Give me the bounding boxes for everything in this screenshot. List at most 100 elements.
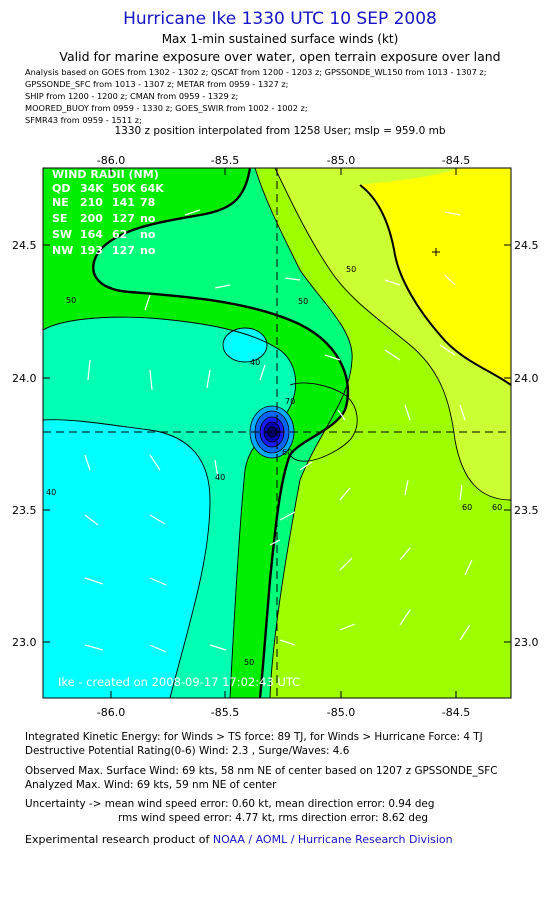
- axis-ticks: [43, 168, 511, 698]
- wind-arrow: [337, 409, 346, 421]
- wind-radii-cell: no: [140, 228, 156, 241]
- wind-arrow: [149, 369, 153, 391]
- contour-label: 60: [492, 503, 502, 512]
- wind-radii-header: 34K: [80, 182, 104, 195]
- wind-radii-cell: 164: [80, 228, 103, 241]
- wind-arrow: [399, 547, 411, 561]
- wind-arrow: [339, 557, 353, 571]
- valid-line: Valid for marine exposure over water, op…: [59, 49, 501, 64]
- lat-tick-label: 23.5: [12, 504, 37, 517]
- lon-tick-label: -84.5: [442, 154, 470, 167]
- wind-radii-title: WIND RADII (NM): [52, 168, 159, 181]
- wind-arrow: [84, 454, 91, 471]
- contour-label: 50: [244, 658, 254, 667]
- contour-line-thick: [92, 168, 350, 698]
- wind-radii-cell: no: [140, 212, 156, 225]
- wind-arrow: [299, 461, 313, 471]
- wind-arrow: [84, 644, 104, 651]
- lat-tick-label: 24.0: [514, 372, 539, 385]
- wind-arrow: [384, 349, 401, 361]
- contour-label: 50: [298, 297, 308, 306]
- wind-radii-cell: SW: [52, 228, 72, 241]
- wind-arrow: [459, 404, 466, 421]
- wind-arrow: [144, 294, 151, 311]
- contour-line: [274, 168, 511, 501]
- wind-radii-header: QD: [52, 182, 70, 195]
- contour-line: [43, 419, 211, 698]
- lon-tick-label: -84.5: [442, 706, 470, 719]
- wind-arrow: [459, 624, 471, 641]
- lat-tick-label: 24.0: [12, 372, 37, 385]
- wind-radii-cell: 127: [112, 212, 135, 225]
- wind-radii-cell: NE: [52, 196, 69, 209]
- lat-tick-label: 23.0: [514, 636, 539, 649]
- wind-arrow: [439, 344, 456, 356]
- contour-label: 60: [462, 503, 472, 512]
- wind-radii-cell: no: [140, 244, 156, 257]
- credit-prefix: Experimental research product of: [25, 833, 213, 846]
- contour-line: [43, 316, 297, 698]
- page-title: Hurricane Ike 1330 UTC 10 SEP 2008: [123, 9, 437, 29]
- lon-tick-label: -85.0: [327, 154, 355, 167]
- wind-radii-cell: NW: [52, 244, 73, 257]
- wind-arrow: [214, 459, 219, 479]
- wind-arrow: [384, 279, 401, 286]
- contour-label: 40: [250, 358, 260, 367]
- lon-tick-label: -85.5: [211, 154, 239, 167]
- wind-radii-cell: SE: [52, 212, 67, 225]
- wind-arrow: [269, 539, 281, 546]
- field-region-yellow: [360, 168, 511, 385]
- dpr-line: Destructive Potential Rating(0-6) Wind: …: [25, 745, 350, 757]
- lon-tick-label: -85.0: [327, 706, 355, 719]
- wind-arrow: [404, 479, 409, 496]
- wind-radii-header: 64K: [140, 182, 164, 195]
- wind-arrow: [149, 577, 167, 586]
- position-line: 1330 z position interpolated from 1258 U…: [114, 125, 446, 137]
- contour-line: [254, 168, 353, 698]
- wind-arrow: [339, 487, 351, 501]
- contour-label: 50: [346, 265, 356, 274]
- contour-label: 50: [66, 296, 76, 305]
- map-credit: Ike - created on 2008-09-17 17:02:43 UTC: [58, 675, 300, 689]
- wind-arrow: [444, 274, 456, 286]
- wind-arrow: [339, 623, 356, 631]
- contour-line: [289, 382, 358, 462]
- wind-arrow: [284, 277, 301, 281]
- credit-org-link[interactable]: NOAA / AOML / Hurricane Research Divisio…: [212, 833, 453, 846]
- wind-radii-cell: 210: [80, 196, 103, 209]
- wind-arrow: [87, 359, 91, 381]
- wind-radii-cell: 127: [112, 244, 135, 257]
- contour-label: 40: [46, 488, 56, 497]
- analysis-line: GPSSONDE_SFC from 1013 - 1307 z; METAR f…: [25, 79, 289, 89]
- lat-tick-label: 24.5: [12, 239, 37, 252]
- contour-line: [222, 327, 268, 363]
- wind-radii-cell: 141: [112, 196, 135, 209]
- wind-arrow: [279, 639, 296, 646]
- wind-arrow: [399, 609, 411, 626]
- wind-vectors: [84, 209, 473, 653]
- wind-arrow: [84, 577, 104, 585]
- contour-label: 40: [215, 473, 225, 482]
- wind-arrow: [149, 454, 161, 471]
- wind-arrow: [209, 644, 227, 651]
- analysis-line: SFMR43 from 0959 - 1511 z;: [25, 115, 142, 125]
- lon-tick-label: -86.0: [97, 154, 125, 167]
- wind-radii-cell: 193: [80, 244, 103, 257]
- marker-plus: [432, 248, 440, 256]
- wind-radii-table: WIND RADII (NM) QD 34K 50K 64K NE 210 14…: [52, 168, 164, 257]
- wind-radii-cell: 78: [140, 196, 155, 209]
- lat-tick-label: 23.0: [12, 636, 37, 649]
- uncertainty-line: rms wind speed error: 4.77 kt, rms direc…: [118, 812, 428, 824]
- wind-arrow: [279, 511, 296, 521]
- wind-field: 50 60 50 40 50 40 40 60 60 50 70 WIND RA…: [43, 168, 511, 698]
- wind-arrow: [459, 484, 463, 501]
- wind-radii-header: 50K: [112, 182, 136, 195]
- analysis-line: MOORED_BUOY from 0959 - 1330 z; GOES_SWI…: [25, 103, 308, 113]
- wind-arrow: [324, 354, 341, 361]
- credit-line: Experimental research product of NOAA / …: [25, 833, 453, 846]
- wind-arrow: [259, 364, 266, 381]
- wind-arrow: [444, 211, 461, 216]
- wind-radii-cell: 62: [112, 228, 127, 241]
- lat-tick-label: 24.5: [514, 239, 539, 252]
